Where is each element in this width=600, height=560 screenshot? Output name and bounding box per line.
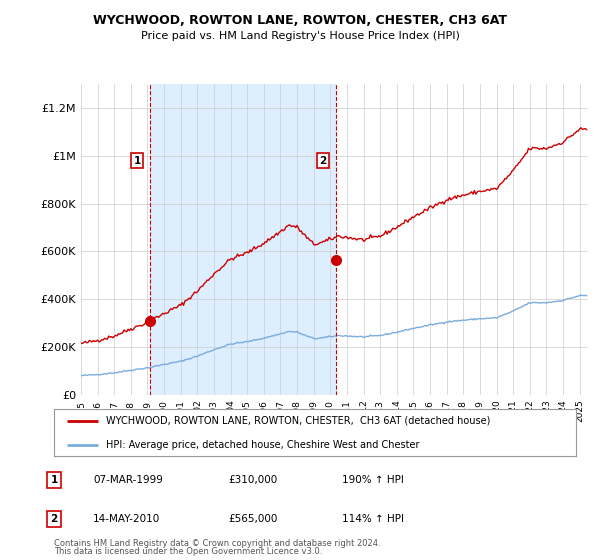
Text: 07-MAR-1999: 07-MAR-1999 [93,475,163,485]
Text: WYCHWOOD, ROWTON LANE, ROWTON, CHESTER, CH3 6AT: WYCHWOOD, ROWTON LANE, ROWTON, CHESTER, … [93,14,507,27]
Text: 190% ↑ HPI: 190% ↑ HPI [342,475,404,485]
Text: 114% ↑ HPI: 114% ↑ HPI [342,515,404,524]
Text: HPI: Average price, detached house, Cheshire West and Chester: HPI: Average price, detached house, Ches… [106,440,420,450]
Text: 14-MAY-2010: 14-MAY-2010 [93,515,160,524]
Text: 2: 2 [320,156,327,166]
Text: 1: 1 [50,475,58,485]
Text: 1: 1 [134,156,141,166]
Bar [151,84,337,395]
Text: WYCHWOOD, ROWTON LANE, ROWTON, CHESTER,  CH3 6AT (detached house): WYCHWOOD, ROWTON LANE, ROWTON, CHESTER, … [106,416,491,426]
Text: £310,000: £310,000 [228,475,277,485]
Text: £565,000: £565,000 [228,515,277,524]
Text: This data is licensed under the Open Government Licence v3.0.: This data is licensed under the Open Gov… [54,547,322,556]
Text: Contains HM Land Registry data © Crown copyright and database right 2024.: Contains HM Land Registry data © Crown c… [54,539,380,548]
Text: 2: 2 [50,515,58,524]
Text: Price paid vs. HM Land Registry's House Price Index (HPI): Price paid vs. HM Land Registry's House … [140,31,460,41]
